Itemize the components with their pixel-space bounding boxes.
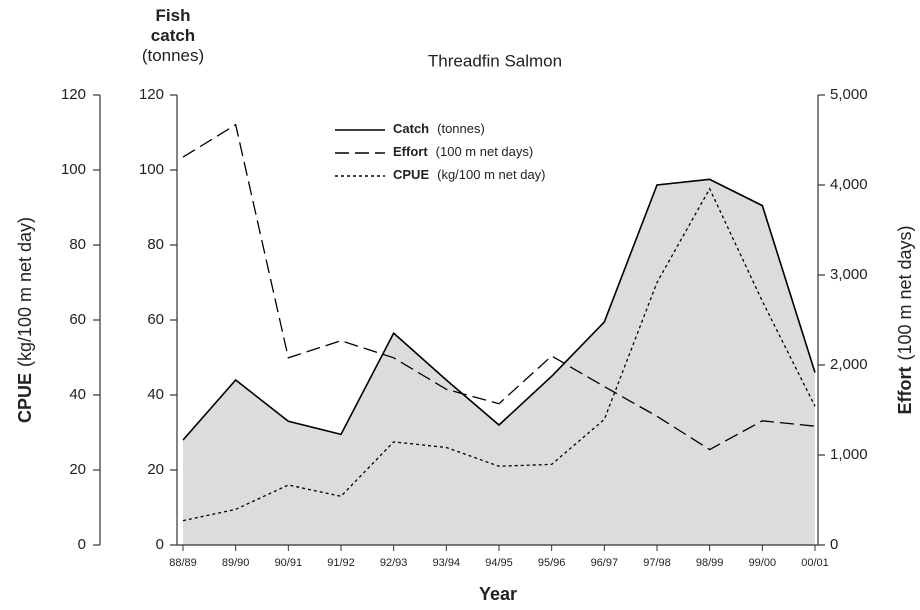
legend-entry: Catch (tonnes) bbox=[393, 121, 485, 136]
y3-unit: (tonnes) bbox=[141, 46, 205, 65]
y-tick-label: 60 bbox=[69, 311, 86, 328]
legend-note: (100 m net days) bbox=[436, 144, 534, 159]
x-tick-label: 96/97 bbox=[591, 557, 619, 569]
legend-note: (tonnes) bbox=[437, 121, 485, 136]
x-tick-label: 91/92 bbox=[327, 557, 355, 569]
y-unit: (kg/100 m net day) bbox=[15, 217, 35, 367]
line-layer bbox=[182, 123, 816, 522]
y-tick-label: 0 bbox=[78, 536, 86, 553]
y-label: CPUE bbox=[15, 373, 35, 423]
legend-name: Effort bbox=[393, 144, 428, 159]
area-layer bbox=[183, 179, 815, 545]
y2-tick-label: 3,000 bbox=[830, 266, 868, 283]
series-line bbox=[182, 123, 816, 451]
legend-name: CPUE bbox=[393, 167, 429, 182]
x-tick-label: 93/94 bbox=[433, 557, 461, 569]
series-line bbox=[182, 178, 816, 441]
fish-catch-axis-label: Fish catch (tonnes) bbox=[118, 6, 228, 66]
y3-tick-label: 0 bbox=[156, 536, 164, 553]
x-tick-label: 89/90 bbox=[222, 557, 250, 569]
y3-tick-label: 40 bbox=[147, 386, 164, 403]
x-tick-label: 99/00 bbox=[749, 557, 777, 569]
y2-tick-label: 5,000 bbox=[830, 86, 868, 103]
x-tick-label: 95/96 bbox=[538, 557, 566, 569]
y2-tick-label: 0 bbox=[830, 536, 838, 553]
y2-tick-label: 1,000 bbox=[830, 446, 868, 463]
y3-tick-label: 100 bbox=[139, 161, 164, 178]
legend-name: Catch bbox=[393, 121, 429, 136]
y3-tick-label: 120 bbox=[139, 86, 164, 103]
y2-tick-label: 4,000 bbox=[830, 176, 868, 193]
y-tick-label: 100 bbox=[61, 161, 86, 178]
y-tick-label: 40 bbox=[69, 386, 86, 403]
catch-area bbox=[183, 179, 815, 545]
chart-title: Threadfin Salmon bbox=[428, 51, 562, 70]
y-tick-label: 20 bbox=[69, 461, 86, 478]
x-tick-label: 90/91 bbox=[275, 557, 303, 569]
series-line bbox=[182, 187, 816, 522]
legend-note: (kg/100 m net day) bbox=[437, 167, 545, 182]
x-tick-label: 92/93 bbox=[380, 557, 408, 569]
x-axis-label: Year bbox=[479, 584, 517, 604]
y3-tick-label: 20 bbox=[147, 461, 164, 478]
x-tick-label: 00/01 bbox=[801, 557, 829, 569]
x-tick-label: 98/99 bbox=[696, 557, 724, 569]
y-tick-label: 120 bbox=[61, 86, 86, 103]
y2-tick-label: 2,000 bbox=[830, 356, 868, 373]
y2-axis-label: Effort (100 m net days) bbox=[895, 225, 915, 414]
y2-label: Effort bbox=[895, 367, 915, 415]
legend-entry: CPUE (kg/100 m net day) bbox=[393, 167, 546, 182]
x-tick-label: 88/89 bbox=[169, 557, 197, 569]
x-tick-label: 97/98 bbox=[643, 557, 671, 569]
x-tick-label: 94/95 bbox=[485, 557, 513, 569]
legend-entry: Effort (100 m net days) bbox=[393, 144, 533, 159]
y-tick-label: 80 bbox=[69, 236, 86, 253]
y3-tick-label: 60 bbox=[147, 311, 164, 328]
y2-unit: (100 m net days) bbox=[895, 225, 915, 360]
y-axis-label: CPUE (kg/100 m net day) bbox=[15, 217, 35, 423]
y3-tick-label: 80 bbox=[147, 236, 164, 253]
y3-label: Fish catch bbox=[150, 6, 196, 45]
